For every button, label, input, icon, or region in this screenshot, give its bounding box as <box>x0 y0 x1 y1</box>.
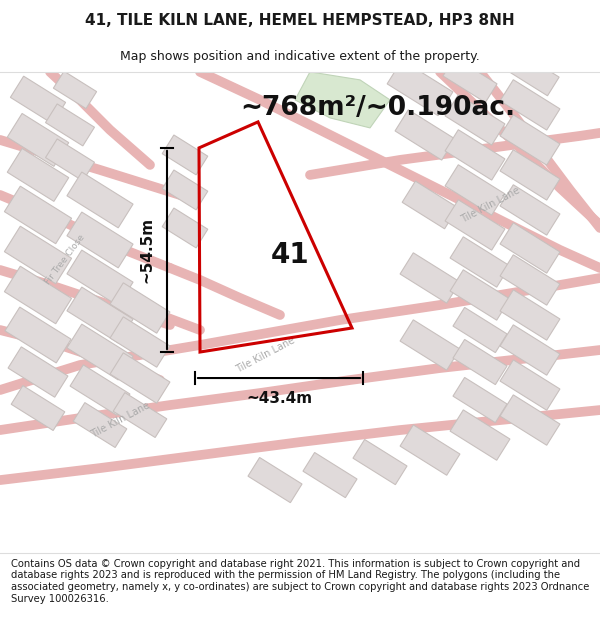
Text: Tile Kiln Lane: Tile Kiln Lane <box>234 335 296 375</box>
Polygon shape <box>445 165 505 215</box>
Polygon shape <box>501 48 559 96</box>
Polygon shape <box>445 130 505 180</box>
Polygon shape <box>450 237 510 287</box>
Text: Contains OS data © Crown copyright and database right 2021. This information is : Contains OS data © Crown copyright and d… <box>11 559 589 604</box>
Polygon shape <box>500 395 560 445</box>
Polygon shape <box>303 452 357 498</box>
Polygon shape <box>67 212 133 268</box>
Polygon shape <box>400 425 460 475</box>
Polygon shape <box>295 72 390 128</box>
Polygon shape <box>248 458 302 503</box>
Text: Tile Kiln Lane: Tile Kiln Lane <box>89 401 151 440</box>
Polygon shape <box>500 185 560 235</box>
Polygon shape <box>4 226 71 284</box>
Polygon shape <box>7 149 69 201</box>
Polygon shape <box>4 186 71 244</box>
Polygon shape <box>395 110 455 160</box>
Polygon shape <box>8 347 68 398</box>
Polygon shape <box>445 95 505 145</box>
Polygon shape <box>450 270 510 320</box>
Polygon shape <box>162 170 208 210</box>
Text: ~43.4m: ~43.4m <box>246 391 312 406</box>
Polygon shape <box>162 135 208 175</box>
Polygon shape <box>11 386 65 431</box>
Polygon shape <box>453 339 507 384</box>
Polygon shape <box>500 255 560 305</box>
Polygon shape <box>53 71 97 109</box>
Polygon shape <box>67 324 133 380</box>
Polygon shape <box>110 282 170 333</box>
Polygon shape <box>67 172 133 228</box>
Polygon shape <box>445 200 505 250</box>
Polygon shape <box>453 378 507 423</box>
Polygon shape <box>110 317 170 368</box>
Polygon shape <box>46 104 94 146</box>
Polygon shape <box>353 439 407 484</box>
Polygon shape <box>73 402 127 448</box>
Polygon shape <box>500 150 560 200</box>
Polygon shape <box>450 410 510 460</box>
Text: Tile Kiln Lane: Tile Kiln Lane <box>459 185 521 224</box>
Polygon shape <box>10 76 65 124</box>
Polygon shape <box>500 115 560 165</box>
Polygon shape <box>110 353 170 403</box>
Polygon shape <box>5 307 71 363</box>
Polygon shape <box>4 266 71 324</box>
Polygon shape <box>443 58 497 102</box>
Polygon shape <box>500 360 560 410</box>
Polygon shape <box>113 392 167 438</box>
Text: ~54.5m: ~54.5m <box>139 217 155 283</box>
Polygon shape <box>500 290 560 340</box>
Polygon shape <box>67 250 133 306</box>
Polygon shape <box>500 222 560 273</box>
Polygon shape <box>500 80 560 130</box>
Polygon shape <box>400 253 460 303</box>
Polygon shape <box>387 60 453 116</box>
Polygon shape <box>402 181 458 229</box>
Polygon shape <box>67 287 133 343</box>
Text: Fir Tree Close: Fir Tree Close <box>43 233 86 287</box>
Text: ~768m²/~0.190ac.: ~768m²/~0.190ac. <box>240 95 515 121</box>
Polygon shape <box>453 308 507 352</box>
Text: 41, TILE KILN LANE, HEMEL HEMPSTEAD, HP3 8NH: 41, TILE KILN LANE, HEMEL HEMPSTEAD, HP3… <box>85 12 515 28</box>
Polygon shape <box>162 208 208 248</box>
Polygon shape <box>7 114 69 166</box>
Text: 41: 41 <box>271 241 310 269</box>
Polygon shape <box>400 320 460 370</box>
Polygon shape <box>46 139 94 181</box>
Polygon shape <box>70 365 130 415</box>
Polygon shape <box>500 325 560 375</box>
Text: Map shows position and indicative extent of the property.: Map shows position and indicative extent… <box>120 49 480 62</box>
